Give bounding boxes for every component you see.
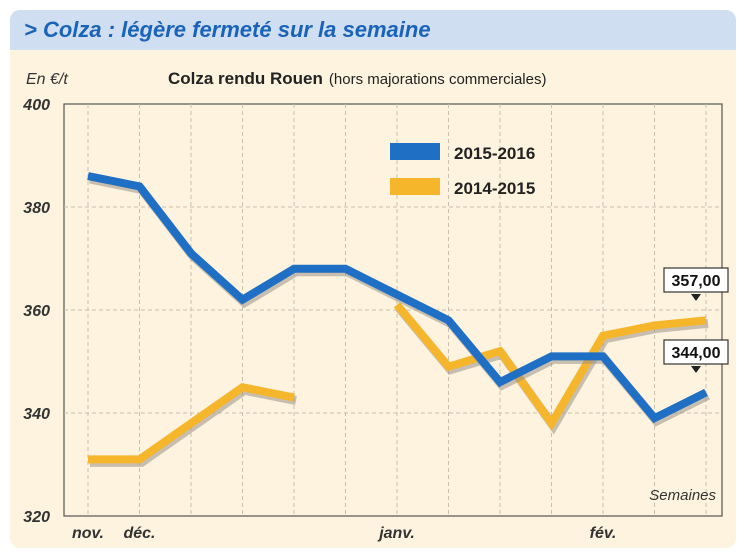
- x-tick-label: déc.: [123, 525, 155, 542]
- callout-box: [663, 267, 729, 293]
- line-chart: 320 340 360 380 400 nov. déc. janv. fév. En €/t…: [22, 69, 729, 542]
- legend-swatch-2015-2016: [390, 143, 440, 160]
- legend-label-2014-2015: 2014-2015: [454, 179, 535, 198]
- chart-subtitle: (hors majorations commerciales): [329, 71, 547, 88]
- title-bar: > Colza : légère fermeté sur la semaine: [10, 10, 736, 50]
- x-axis-label: Semaines: [649, 487, 716, 504]
- series-line-2014-2015: [393, 302, 707, 431]
- callout-value: 357,00: [672, 273, 721, 290]
- legend-swatch-2014-2015: [390, 178, 440, 195]
- x-tick-label: fév.: [590, 525, 617, 542]
- x-tick-label: janv.: [377, 525, 415, 542]
- value-annotations: 357,00 344,00: [663, 267, 729, 373]
- y-axis-label: En €/t: [26, 71, 68, 88]
- series-group: [87, 172, 711, 467]
- callout-pointer: [691, 294, 701, 301]
- chart-title: Colza rendu Rouen (hors majorations comme…: [168, 69, 546, 88]
- chart-title-main: Colza rendu Rouen: [168, 69, 323, 88]
- x-tick-label: nov.: [72, 525, 104, 542]
- callout-box: [663, 339, 729, 365]
- legend-label-2015-2016: 2015-2016: [454, 144, 535, 163]
- y-tick-label: 400: [22, 97, 50, 114]
- chart-headline: > Colza : légère fermeté sur la semaine: [24, 17, 431, 42]
- y-axis-ticks: 320 340 360 380 400: [22, 97, 50, 526]
- x-axis-ticks: nov. déc. janv. fév.: [72, 525, 616, 542]
- callout-value: 344,00: [672, 345, 721, 362]
- y-tick-label: 320: [23, 509, 50, 526]
- value-callout: 357,00: [663, 267, 729, 301]
- callout-pointer: [691, 366, 701, 373]
- y-tick-label: 360: [23, 303, 50, 320]
- legend: 2015-2016 2014-2015: [390, 143, 535, 198]
- chart-panel: > Colza : légère fermeté sur la semaine …: [10, 10, 736, 548]
- series-line-2014-2015: [88, 382, 295, 464]
- y-tick-label: 380: [23, 200, 50, 217]
- series-line-2015-2016: [87, 172, 708, 424]
- value-callout: 344,00: [663, 339, 729, 373]
- y-tick-label: 340: [23, 406, 50, 423]
